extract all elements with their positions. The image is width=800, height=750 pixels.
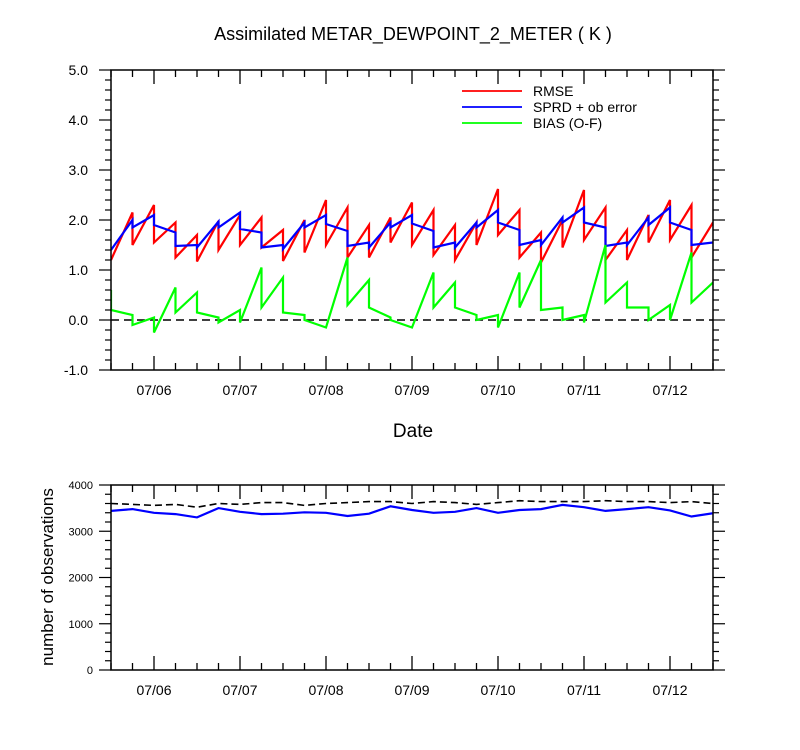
y-tick-label: 2.0 bbox=[69, 212, 89, 228]
legend-label: BIAS (O-F) bbox=[533, 115, 602, 131]
x-tick-label: 07/08 bbox=[308, 382, 343, 398]
x-tick-label: 07/09 bbox=[394, 682, 429, 698]
x-tick-label: 07/08 bbox=[308, 682, 343, 698]
top-panel: 07/06 07/07 07/08 07/09 07/10 07/11 07/12 -1.0 0… bbox=[64, 62, 725, 398]
y-tick-label: 1.0 bbox=[69, 262, 89, 278]
x-tick-label: 07/12 bbox=[652, 382, 687, 398]
x-tick-label: 07/11 bbox=[567, 682, 601, 698]
y-tick-label: 4.0 bbox=[69, 112, 89, 128]
bias-line bbox=[111, 244, 713, 333]
x-tick-label: 07/07 bbox=[222, 382, 257, 398]
y-tick-label-count: 3000 bbox=[69, 526, 93, 538]
x-tick-label: 07/11 bbox=[567, 382, 601, 398]
x-tick-label: 07/10 bbox=[480, 382, 515, 398]
x-tick-label: 07/07 bbox=[222, 682, 257, 698]
chart-title: Assimilated METAR_DEWPOINT_2_METER ( K ) bbox=[214, 24, 612, 45]
y-tick-label: -1.0 bbox=[64, 362, 88, 378]
x-axis-label: Date bbox=[393, 421, 433, 442]
y-axis-label-observations: number of observations bbox=[38, 488, 57, 666]
y-tick-label-count: 1000 bbox=[69, 619, 93, 631]
x-tick-label: 07/09 bbox=[394, 382, 429, 398]
legend-label: SPRD + ob error bbox=[533, 99, 637, 115]
y-tick-label: 0.0 bbox=[69, 312, 89, 328]
x-tick-label: 07/06 bbox=[136, 382, 171, 398]
spread-line bbox=[111, 205, 713, 253]
y-tick-label: 3.0 bbox=[69, 162, 89, 178]
y-tick-label-count: 0 bbox=[87, 665, 93, 677]
plot-frame bbox=[110, 69, 714, 371]
obs-used-line bbox=[111, 503, 713, 519]
obs-possible-line bbox=[111, 499, 713, 509]
y-tick-label: 5.0 bbox=[69, 62, 89, 78]
y-tick-label-count: 4000 bbox=[69, 480, 93, 492]
x-tick-label: 07/06 bbox=[136, 682, 171, 698]
x-tick-label: 07/12 bbox=[652, 682, 687, 698]
y-tick-label-count: 2000 bbox=[69, 573, 93, 585]
legend-label: RMSE bbox=[533, 83, 573, 99]
x-tick-label: 07/10 bbox=[480, 682, 515, 698]
bottom-panel: 07/06 07/07 07/08 07/09 07/10 07/11 07/12 0 1000… bbox=[69, 480, 725, 698]
plot-frame bbox=[110, 484, 714, 671]
